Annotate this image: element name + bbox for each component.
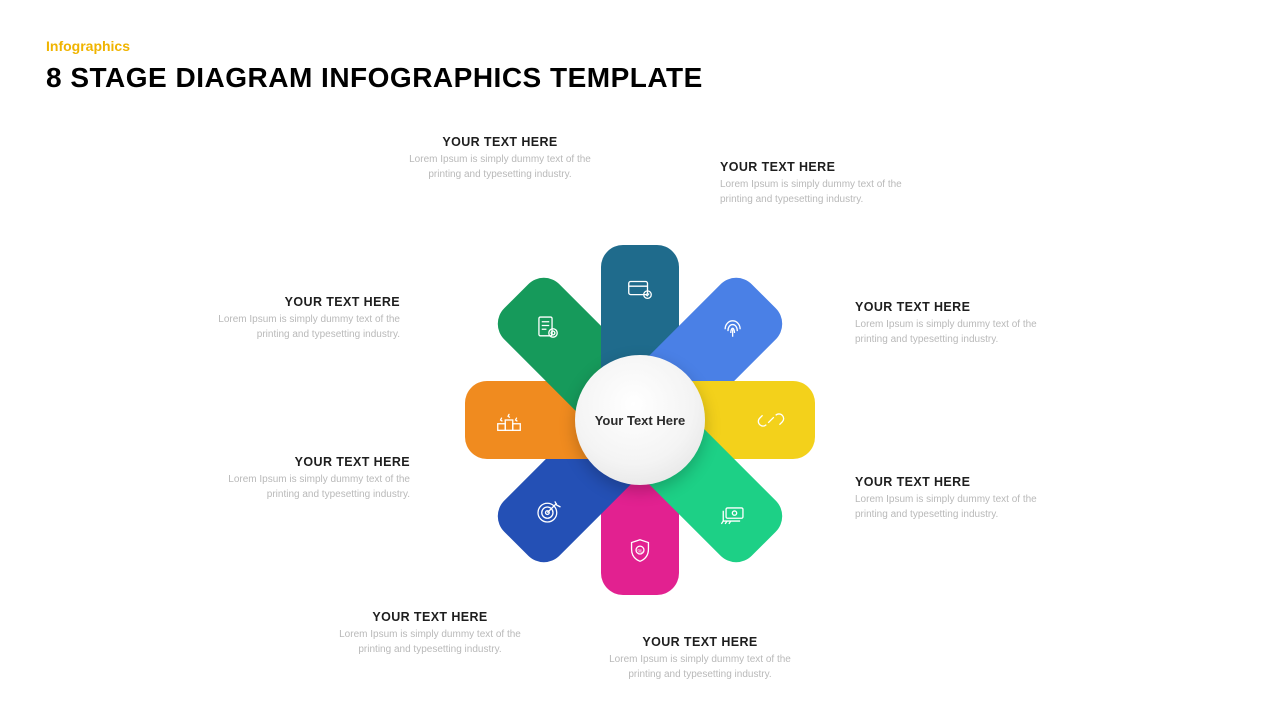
petal-label-3: YOUR TEXT HERE Lorem Ipsum is simply dumm… (855, 475, 1055, 522)
document-icon (529, 309, 565, 345)
petal-label-0: YOUR TEXT HERE Lorem Ipsum is simply dumm… (400, 135, 600, 182)
petal-heading: YOUR TEXT HERE (720, 160, 920, 174)
petal-desc: Lorem Ipsum is simply dummy text of the … (600, 653, 800, 682)
fingerprint-icon (715, 309, 751, 345)
petal-heading: YOUR TEXT HERE (855, 475, 1055, 489)
petal-label-7: YOUR TEXT HERE Lorem Ipsum is simply dumm… (200, 295, 400, 342)
petal-label-4: YOUR TEXT HERE Lorem Ipsum is simply dumm… (600, 635, 800, 682)
podium-icon (491, 402, 527, 438)
petal-label-5: YOUR TEXT HERE Lorem Ipsum is simply dumm… (330, 610, 530, 657)
petal-heading: YOUR TEXT HERE (200, 295, 400, 309)
petal-desc: Lorem Ipsum is simply dummy text of the … (855, 493, 1055, 522)
petal-desc: Lorem Ipsum is simply dummy text of the … (210, 473, 410, 502)
petal-desc: Lorem Ipsum is simply dummy text of the … (200, 313, 400, 342)
petal-heading: YOUR TEXT HERE (855, 300, 1055, 314)
cash-icon (715, 495, 751, 531)
link-icon (753, 402, 789, 438)
petal-desc: Lorem Ipsum is simply dummy text of the … (400, 153, 600, 182)
petal-heading: YOUR TEXT HERE (210, 455, 410, 469)
shield-icon: % (622, 533, 658, 569)
radial-diagram: % Your Text Here YOUR TEXT HERE Lorem Ipsum… (0, 0, 1280, 720)
petal-heading: YOUR TEXT HERE (400, 135, 600, 149)
petal-label-2: YOUR TEXT HERE Lorem Ipsum is simply dumm… (855, 300, 1055, 347)
petal-desc: Lorem Ipsum is simply dummy text of the … (720, 178, 920, 207)
target-icon (529, 495, 565, 531)
svg-text:%: % (638, 549, 643, 555)
petal-desc: Lorem Ipsum is simply dummy text of the … (330, 628, 530, 657)
petal-heading: YOUR TEXT HERE (330, 610, 530, 624)
petal-label-1: YOUR TEXT HERE Lorem Ipsum is simply dumm… (720, 160, 920, 207)
center-circle: Your Text Here (575, 355, 705, 485)
card-icon (622, 271, 658, 307)
petal-desc: Lorem Ipsum is simply dummy text of the … (855, 318, 1055, 347)
petal-heading: YOUR TEXT HERE (600, 635, 800, 649)
petal-label-6: YOUR TEXT HERE Lorem Ipsum is simply dumm… (210, 455, 410, 502)
